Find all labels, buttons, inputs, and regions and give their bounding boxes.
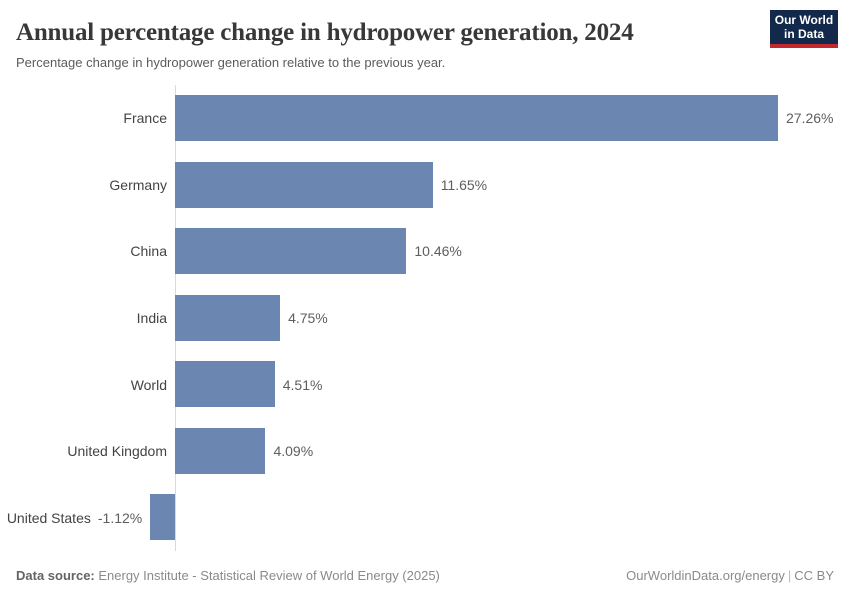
value-label: 4.51%	[282, 376, 323, 393]
value-label: 11.65%	[440, 176, 488, 193]
bar[interactable]	[175, 228, 407, 275]
bar[interactable]	[175, 427, 266, 474]
category-label: United States	[6, 509, 91, 526]
bar-row: India 4.75%	[16, 285, 834, 352]
chart-header: Annual percentage change in hydropower g…	[0, 0, 850, 71]
category-label: World	[130, 376, 167, 393]
bar-row: United States -1.12%	[7, 484, 834, 551]
category-label: United Kingdom	[67, 443, 167, 460]
value-label: 4.09%	[273, 443, 314, 460]
owid-logo-line1: Our World	[774, 13, 834, 27]
bar[interactable]	[175, 161, 433, 208]
category-label: China	[130, 243, 167, 260]
bar-row: France 27.26%	[16, 85, 834, 152]
bar-row: World 4.51%	[16, 351, 834, 418]
footer-credits: OurWorldinData.org/energy | CC BY	[626, 568, 834, 584]
category-label: France	[123, 110, 167, 127]
value-label: 4.75%	[288, 309, 328, 326]
bar[interactable]	[175, 95, 778, 141]
bar-chart: France 27.26% Germany 11.65% China 10.46% Indi…	[7, 85, 834, 551]
chart-footer: Data source: Energy Institute - Statisti…	[16, 568, 834, 584]
negative-label-group: United States -1.12%	[7, 484, 142, 551]
chart-subtitle: Percentage change in hydropower generati…	[16, 55, 446, 70]
bar-row: United Kingdom 4.09%	[16, 418, 834, 485]
bar[interactable]	[175, 361, 275, 408]
data-source-text: Energy Institute - Statistical Review of…	[94, 568, 440, 583]
owid-logo-line2: in Data	[783, 27, 824, 41]
footer-separator: |	[787, 568, 792, 583]
value-label: 27.26%	[786, 110, 834, 127]
data-source-label: Data source:	[16, 568, 95, 583]
data-source: Data source: Energy Institute - Statisti…	[16, 568, 440, 584]
owid-url-link[interactable]: OurWorldinData.org/energy	[626, 568, 785, 583]
page-title: Annual percentage change in hydropower g…	[16, 19, 634, 46]
category-label: India	[136, 309, 167, 326]
bar-row: Germany 11.65%	[16, 152, 834, 219]
owid-logo[interactable]: Our World in Data	[770, 10, 838, 48]
bar[interactable]	[175, 294, 281, 341]
value-label: 10.46%	[414, 243, 462, 260]
bar-row: China 10.46%	[16, 218, 834, 285]
value-label: -1.12%	[97, 509, 143, 526]
license-label: CC BY	[794, 568, 834, 583]
category-label: Germany	[109, 176, 167, 193]
bar[interactable]	[150, 494, 175, 541]
